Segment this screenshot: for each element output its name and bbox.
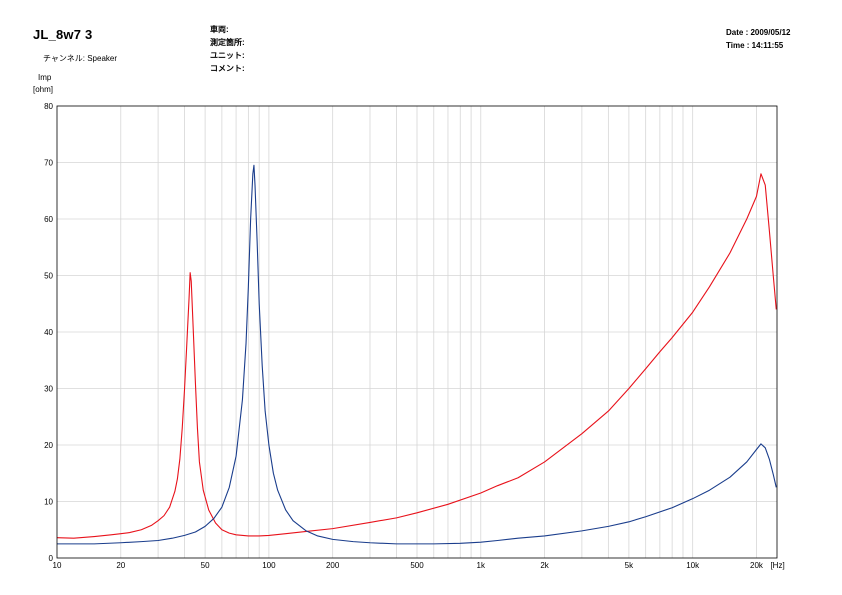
date-label: Date : 2009/05/12 — [726, 28, 791, 37]
series-line-1 — [56, 173, 777, 539]
channel-value: Speaker — [87, 54, 118, 63]
field-comment-label: コメント: — [210, 64, 245, 73]
x-tick-label: 200 — [326, 561, 340, 570]
field-unit: ユニット: — [210, 50, 245, 61]
y-tick-label: 30 — [44, 385, 53, 394]
y-tick-label: 0 — [49, 554, 54, 563]
x-tick-label: 20k — [750, 561, 764, 570]
x-tick-label: 10 — [53, 561, 62, 570]
field-vehicle: 車両: — [210, 24, 229, 35]
x-tick-label: 1k — [477, 561, 486, 570]
time-label: Time : 14:11:55 — [726, 41, 784, 50]
chart-title: JL_8w7 3 — [33, 27, 93, 42]
x-tick-label: 100 — [262, 561, 276, 570]
x-tick-label: 50 — [201, 561, 210, 570]
field-comment: コメント: — [210, 63, 245, 74]
y-tick-label: 50 — [44, 272, 53, 281]
y-tick-label: 70 — [44, 159, 53, 168]
x-tick-label: 2k — [540, 561, 549, 570]
field-vehicle-label: 車両: — [210, 25, 229, 34]
y-tick-label: 40 — [44, 328, 53, 337]
x-tick-label: 10k — [686, 561, 700, 570]
field-unit-label: ユニット: — [210, 51, 245, 60]
x-axis-unit-label: [Hz] — [770, 561, 784, 570]
grid-lines — [57, 106, 777, 558]
field-location-label: 測定箇所: — [210, 38, 245, 47]
field-location: 測定箇所: — [210, 37, 245, 48]
y-tick-label: 20 — [44, 441, 53, 450]
y-tick-label: 10 — [44, 498, 53, 507]
plot-frame — [56, 105, 778, 559]
channel-label: チャンネル: — [43, 54, 85, 63]
y-axis-label-imp: Imp — [38, 73, 52, 82]
channel-row: チャンネル: Speaker — [43, 53, 117, 64]
y-tick-label: 60 — [44, 215, 53, 224]
series-layer — [56, 164, 777, 545]
x-tick-label: 500 — [410, 561, 424, 570]
y-axis-label-unit: [ohm] — [33, 85, 54, 94]
y-tick-label: 80 — [44, 102, 53, 111]
series-line-2 — [57, 164, 777, 545]
x-tick-label: 5k — [625, 561, 634, 570]
x-tick-label: 20 — [116, 561, 125, 570]
